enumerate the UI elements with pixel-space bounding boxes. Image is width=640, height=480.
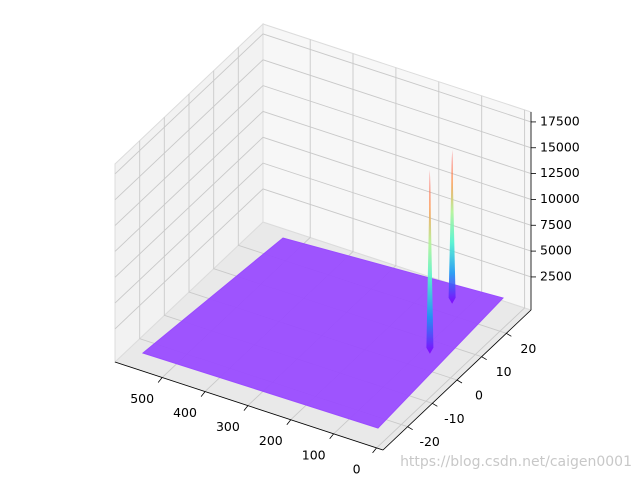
marks	[141, 150, 504, 429]
surface-plane	[141, 237, 504, 429]
x-tick	[372, 447, 377, 454]
x-tick-label: 100	[302, 447, 326, 462]
x-tick-label: 500	[130, 391, 154, 406]
z-tick-label: 17500	[540, 113, 580, 128]
z-grid-line	[114, 85, 532, 226]
z-grid-line	[114, 188, 532, 330]
x-tick-label: 0	[353, 461, 361, 476]
z-grid-line	[114, 136, 532, 278]
z-grid-line	[114, 162, 532, 304]
z-tick-label: 10000	[540, 191, 580, 206]
y-tick-label: -20	[419, 434, 439, 449]
surface-peak	[448, 150, 456, 304]
y-tick-label: -10	[444, 411, 464, 426]
x-tick	[243, 405, 249, 411]
y-tick	[407, 426, 413, 431]
y-tick	[456, 379, 463, 384]
surface-peak	[426, 169, 434, 354]
x-tick	[157, 377, 163, 383]
y-tick	[481, 356, 487, 361]
axes: 0 100 200 300 400 500 -20 -10 0 10 20 2500 5000 7500 1…	[114, 112, 580, 476]
z-tick-label: 2500	[540, 268, 572, 283]
z-tick-label: 7500	[540, 217, 572, 232]
z-grid-line	[114, 59, 532, 201]
z-tick-label: 12500	[540, 165, 580, 180]
y-tick	[506, 332, 512, 337]
z-grid-line	[114, 33, 532, 175]
y-tick-label: 10	[496, 364, 512, 379]
x-tick-label: 400	[173, 405, 197, 420]
watermark: https://blog.csdn.net/caigen0001	[400, 454, 632, 470]
x-tick	[329, 433, 335, 440]
x-tick-label: 200	[259, 433, 283, 448]
x-tick-label: 300	[216, 419, 240, 434]
y-tick	[432, 402, 438, 407]
x-tick	[200, 391, 206, 397]
x-axis	[114, 361, 384, 451]
z-tick-label: 15000	[540, 139, 580, 154]
z-tick-label: 5000	[540, 243, 572, 258]
x-tick	[286, 419, 292, 425]
y-axis	[382, 309, 532, 451]
y-tick-label: 20	[520, 341, 536, 356]
z-grid-line	[114, 110, 532, 252]
y-tick-label: 0	[475, 388, 483, 403]
